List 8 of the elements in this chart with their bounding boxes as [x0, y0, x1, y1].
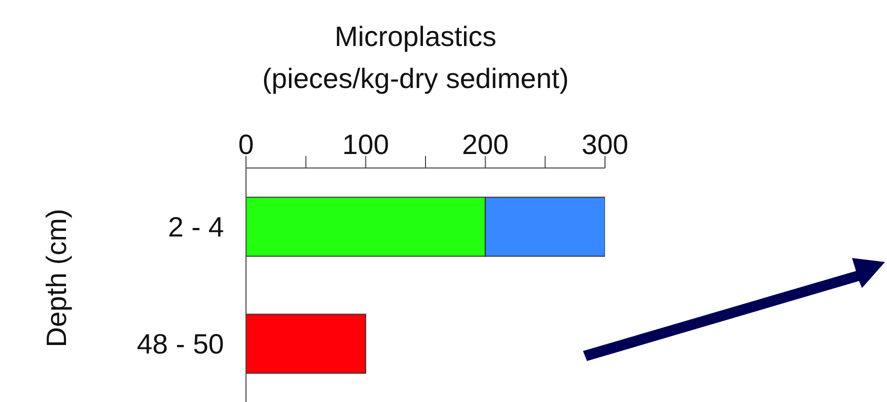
y-tick-label: 2 - 4 [168, 211, 224, 242]
x-tick-label: 100 [342, 129, 390, 160]
x-tick-label: 300 [582, 129, 628, 160]
y-axis-title: Depth (cm) [41, 208, 72, 348]
y-tick-label: 48 - 50 [136, 328, 224, 360]
x-tick-label: 200 [462, 129, 509, 160]
x-axis-title: Microplastics (pieces/kg-dry sediment) [262, 21, 569, 94]
x-tick-label: 0 [238, 129, 254, 160]
